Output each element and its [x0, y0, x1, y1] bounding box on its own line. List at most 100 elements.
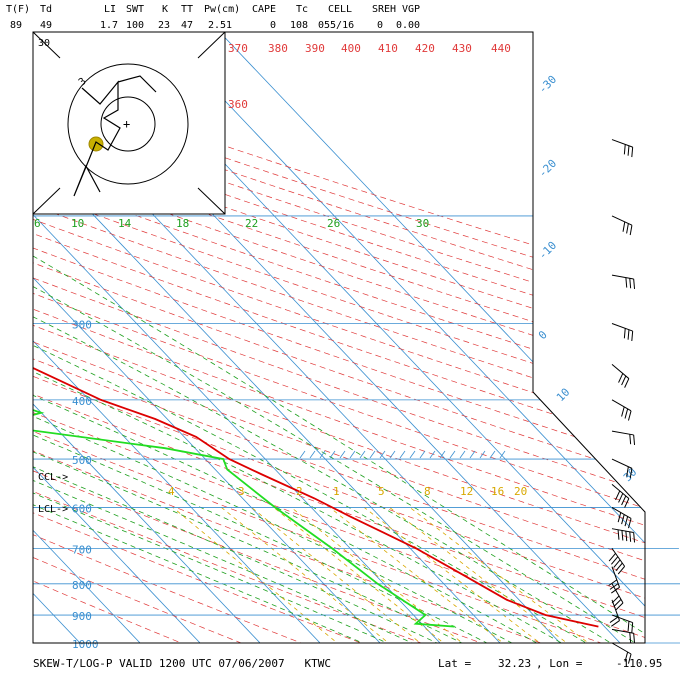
mixing-ratio-line [291, 507, 480, 643]
wind-barb-flag [627, 621, 630, 632]
isotherm-line [33, 32, 393, 643]
wind-barb-flag [613, 559, 621, 568]
isotherm-tick-label: -10 [536, 239, 559, 262]
isotherm-line [0, 32, 32, 656]
dry-adiabat-tick-label: 410 [378, 42, 398, 55]
mixing-ratio-tick-label: 1 [333, 485, 340, 498]
lcl-marker: LCL-> [38, 504, 68, 515]
value-tf: 89 [10, 20, 23, 31]
hatch-mark [479, 450, 486, 459]
isotherm-line [33, 32, 153, 643]
wind-barb-flag [609, 616, 619, 623]
value-k: 23 [158, 20, 171, 31]
dry-adiabat-tick-label: 420 [415, 42, 435, 55]
wind-barb-flag [629, 225, 633, 236]
isobar-tick-label: 700 [72, 543, 92, 556]
label-sreh: SREH [372, 4, 397, 15]
dry-adiabat-line [33, 32, 645, 643]
value-cape: 0 [270, 20, 277, 31]
wind-barbs [608, 139, 636, 664]
hatch-mark [399, 450, 406, 459]
dry-adiabat-line [33, 32, 645, 643]
wind-barb-flag [633, 633, 636, 644]
moist-adiabat-line [33, 32, 417, 643]
moist-adiabat-tick-label: 6 [34, 217, 41, 230]
lat-label: Lat = [438, 657, 472, 670]
moist-adiabat-line [33, 32, 585, 643]
hodograph-inset: 30 +3 [32, 31, 226, 215]
lon-label: , Lon = [536, 657, 583, 670]
moist-adiabat-line [33, 32, 489, 643]
hodograph-corner-line [32, 187, 61, 215]
mixing-ratio-tick-label: 2 [296, 485, 303, 498]
wind-barb-flag [633, 532, 636, 543]
moist-adiabat-tick-label: 22 [245, 217, 258, 230]
label-pw: Pw(cm) [204, 4, 241, 15]
isotherm-tick-label: 10 [554, 386, 573, 405]
dry-adiabat-tick-label: 360 [228, 98, 248, 111]
chart-title: SKEW-T/LOG-P VALID 1200 UTC 07/06/2007 K… [33, 657, 332, 670]
hatch-mark [429, 450, 436, 459]
wind-barb-flag [618, 493, 624, 503]
label-vgp: VGP [402, 4, 421, 15]
moist-adiabat-tick-label: 14 [118, 217, 132, 230]
diagram-frame [32, 31, 646, 644]
wind-barb-flag [624, 651, 629, 662]
dewpoint-trace [33, 32, 455, 628]
sounding-traces [33, 32, 599, 628]
moist-adiabat-line [33, 32, 633, 643]
wind-barb-flag [608, 579, 618, 587]
wind-barb-flag [624, 516, 629, 527]
wind-barb-flag [621, 514, 625, 525]
wind-barb-flag [631, 622, 634, 633]
wind-barb-flag [631, 331, 634, 342]
wind-barb-staff [611, 139, 633, 148]
wind-barb-staff [611, 323, 633, 332]
moist-adiabat-line [33, 32, 537, 643]
ccl-marker: CCL-> [38, 472, 68, 483]
wind-barb-flag [621, 530, 624, 541]
wind-barb-flag [629, 468, 633, 479]
mixing-ratio-line [364, 507, 558, 643]
wind-barb-flag [611, 620, 620, 627]
isobar-tick-label: 300 [72, 319, 92, 332]
isotherm-tick-label: -20 [536, 157, 559, 180]
isobar-tick-label: 1000 [72, 638, 99, 651]
hatch-mark [369, 450, 376, 459]
wind-barb-flag [627, 145, 630, 156]
hatch-mark [379, 450, 386, 459]
hodograph-corner-line [32, 31, 61, 59]
wind-barb-flag [617, 512, 622, 523]
wind-barb-flag [627, 518, 632, 529]
wind-barb-staff [611, 528, 634, 534]
moist-adiabat-line [33, 32, 561, 643]
hatch-mark [329, 450, 336, 459]
wind-barb-flag [623, 144, 626, 155]
wind-barb-flag [627, 653, 632, 664]
wind-barb-flag [623, 328, 626, 339]
wind-barb-flag [625, 277, 628, 288]
value-sreh: 0 [377, 20, 384, 31]
dry-adiabat-line [33, 32, 274, 643]
dry-adiabat-line [33, 32, 645, 643]
isotherm-line [33, 32, 513, 643]
moist-adiabat-line [33, 32, 645, 643]
wind-barb-staff [611, 215, 633, 226]
dry-adiabat-line [33, 32, 645, 643]
mixing-ratio-line [389, 507, 585, 643]
isobar-tick-label: 800 [72, 579, 92, 592]
dry-adiabat-line [33, 32, 645, 643]
dry-adiabat-tick-label: 390 [305, 42, 325, 55]
hatch-mark [349, 450, 356, 459]
isobar-tick-label: 400 [72, 395, 92, 408]
wind-barb-flag [633, 434, 636, 445]
hatch-mark [419, 450, 426, 459]
hodograph-corner-line [197, 31, 226, 59]
wind-barb-staff [611, 628, 634, 634]
wind-barb-flag [610, 556, 619, 565]
wind-barb-flag [626, 466, 629, 477]
hatch-mark [359, 450, 366, 459]
label-k: K [162, 4, 169, 15]
hodograph-trace [117, 75, 157, 93]
chart-footer: SKEW-T/LOG-P VALID 1200 UTC 07/06/2007 K… [0, 654, 680, 676]
